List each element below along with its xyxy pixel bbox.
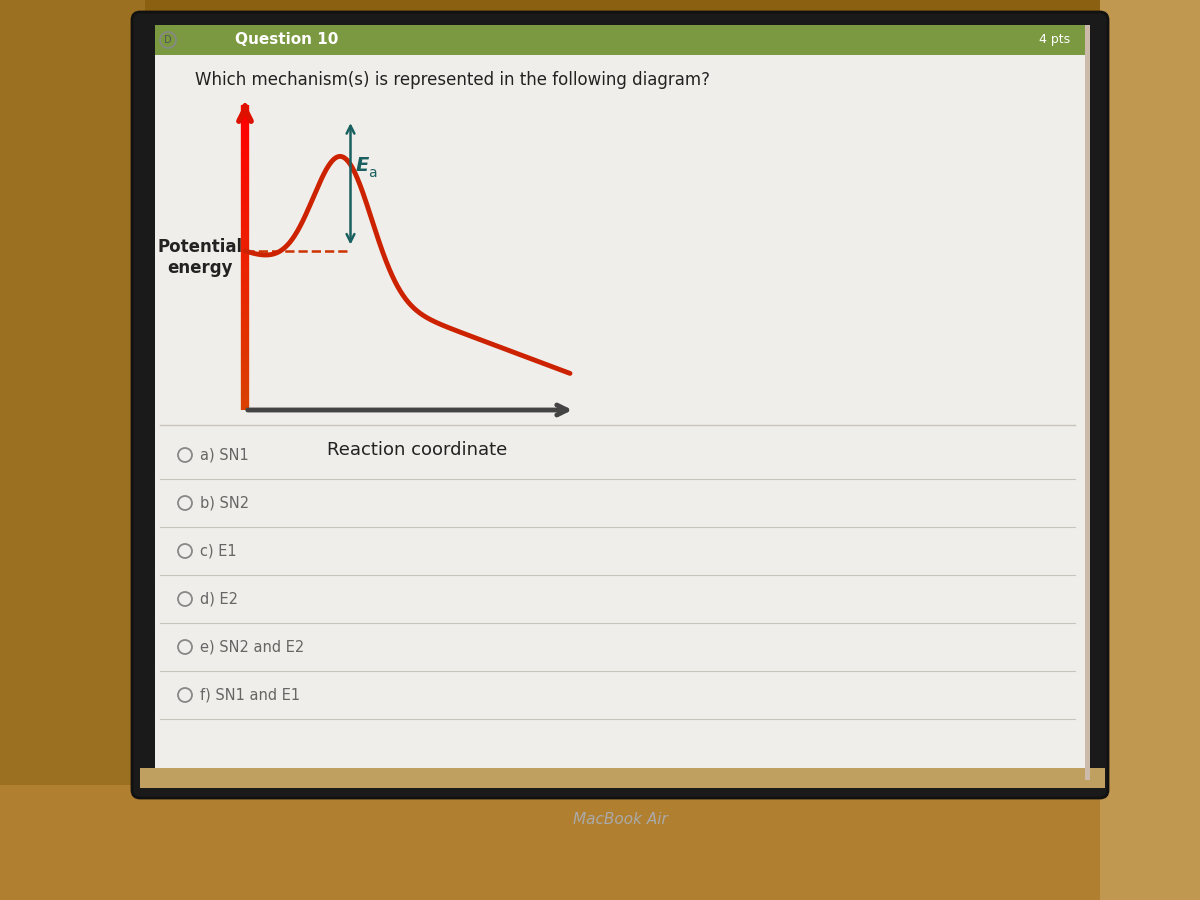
- Text: D: D: [164, 35, 172, 45]
- Text: a) SN1: a) SN1: [200, 447, 248, 463]
- Text: Question 10: Question 10: [235, 32, 338, 48]
- Text: MacBook Air: MacBook Air: [572, 813, 667, 827]
- FancyBboxPatch shape: [1100, 0, 1200, 900]
- Text: Which mechanism(s) is represented in the following diagram?: Which mechanism(s) is represented in the…: [194, 71, 710, 89]
- Text: d) E2: d) E2: [200, 591, 238, 607]
- Circle shape: [178, 496, 192, 510]
- Circle shape: [178, 544, 192, 558]
- FancyBboxPatch shape: [155, 25, 1085, 780]
- Text: Potential
energy: Potential energy: [157, 238, 242, 277]
- FancyBboxPatch shape: [155, 55, 1085, 780]
- Text: e) SN2 and E2: e) SN2 and E2: [200, 640, 305, 654]
- FancyBboxPatch shape: [0, 785, 1200, 900]
- Text: b) SN2: b) SN2: [200, 496, 250, 510]
- Text: 4 pts: 4 pts: [1039, 33, 1070, 47]
- Circle shape: [178, 640, 192, 654]
- FancyBboxPatch shape: [132, 12, 1108, 798]
- Circle shape: [178, 448, 192, 462]
- Circle shape: [178, 688, 192, 702]
- Text: E: E: [355, 157, 368, 176]
- Circle shape: [178, 592, 192, 606]
- Text: c) E1: c) E1: [200, 544, 236, 559]
- Text: Reaction coordinate: Reaction coordinate: [328, 441, 508, 459]
- Text: f) SN1 and E1: f) SN1 and E1: [200, 688, 300, 703]
- FancyBboxPatch shape: [140, 768, 1105, 788]
- FancyBboxPatch shape: [1085, 25, 1090, 780]
- Text: a: a: [368, 166, 377, 180]
- FancyBboxPatch shape: [0, 0, 145, 900]
- FancyBboxPatch shape: [155, 25, 1085, 55]
